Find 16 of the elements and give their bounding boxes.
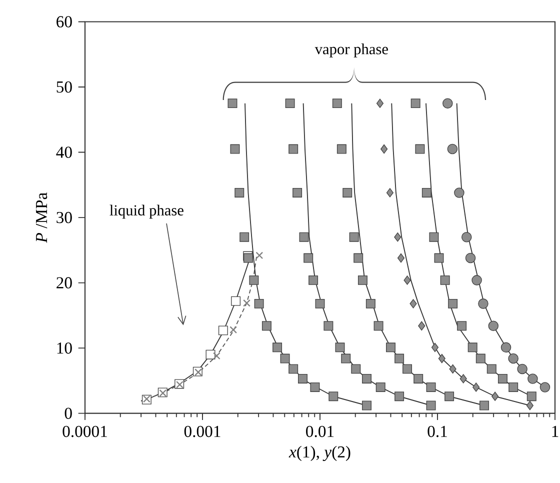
y-tick-label: 30	[56, 212, 72, 224]
annotation: liquid phase	[110, 204, 184, 219]
y-tick-label: 40	[56, 146, 72, 158]
y-tick-label: 20	[56, 277, 72, 288]
annotation: vapor phase	[314, 43, 388, 58]
y-axis-title: P /MPa	[36, 192, 48, 243]
x-axis-title: x(1), y(2)	[288, 446, 350, 461]
x-tick-label: 0.001	[184, 426, 220, 438]
y-tick-label: 0	[64, 408, 72, 419]
x-tick-label: 0.1	[428, 426, 447, 438]
y-tick-label: 10	[57, 342, 72, 354]
y-tick-label: 60	[56, 16, 72, 28]
y-tick-label: 50	[56, 81, 72, 93]
x-tick-label: 0.0001	[62, 426, 107, 438]
x-tick-label: 0.01	[306, 426, 334, 438]
x-tick-label: 1	[552, 426, 558, 437]
